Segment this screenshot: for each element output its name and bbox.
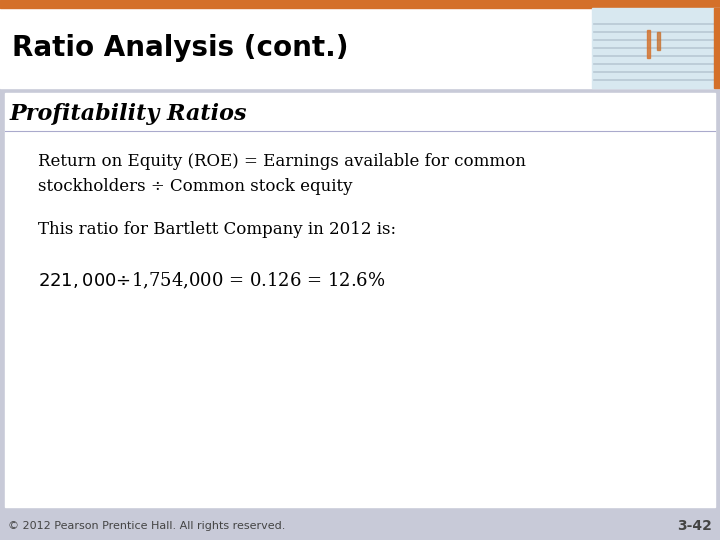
Bar [5,93,715,507]
Text: © 2012 Pearson Prentice Hall. All rights reserved.: © 2012 Pearson Prentice Hall. All rights… [8,521,285,531]
Bar [714,8,720,88]
Bar [647,30,650,58]
Text: $221,000 ÷ $1,754,000 = 0.126 = 12.6%: $221,000 ÷ $1,754,000 = 0.126 = 12.6% [38,271,385,291]
Bar [0,512,720,540]
Bar [592,8,720,88]
Text: Return on Equity (ROE) = Earnings available for common
stockholders ÷ Common sto: Return on Equity (ROE) = Earnings availa… [38,153,526,195]
Text: This ratio for Bartlett Company in 2012 is:: This ratio for Bartlett Company in 2012 … [38,221,396,238]
Bar [0,0,720,8]
Text: 3-42: 3-42 [677,519,712,533]
Text: Profitability Ratios: Profitability Ratios [10,103,248,125]
Bar [0,8,720,88]
Text: Ratio Analysis (cont.): Ratio Analysis (cont.) [12,34,348,62]
Bar [657,32,660,50]
